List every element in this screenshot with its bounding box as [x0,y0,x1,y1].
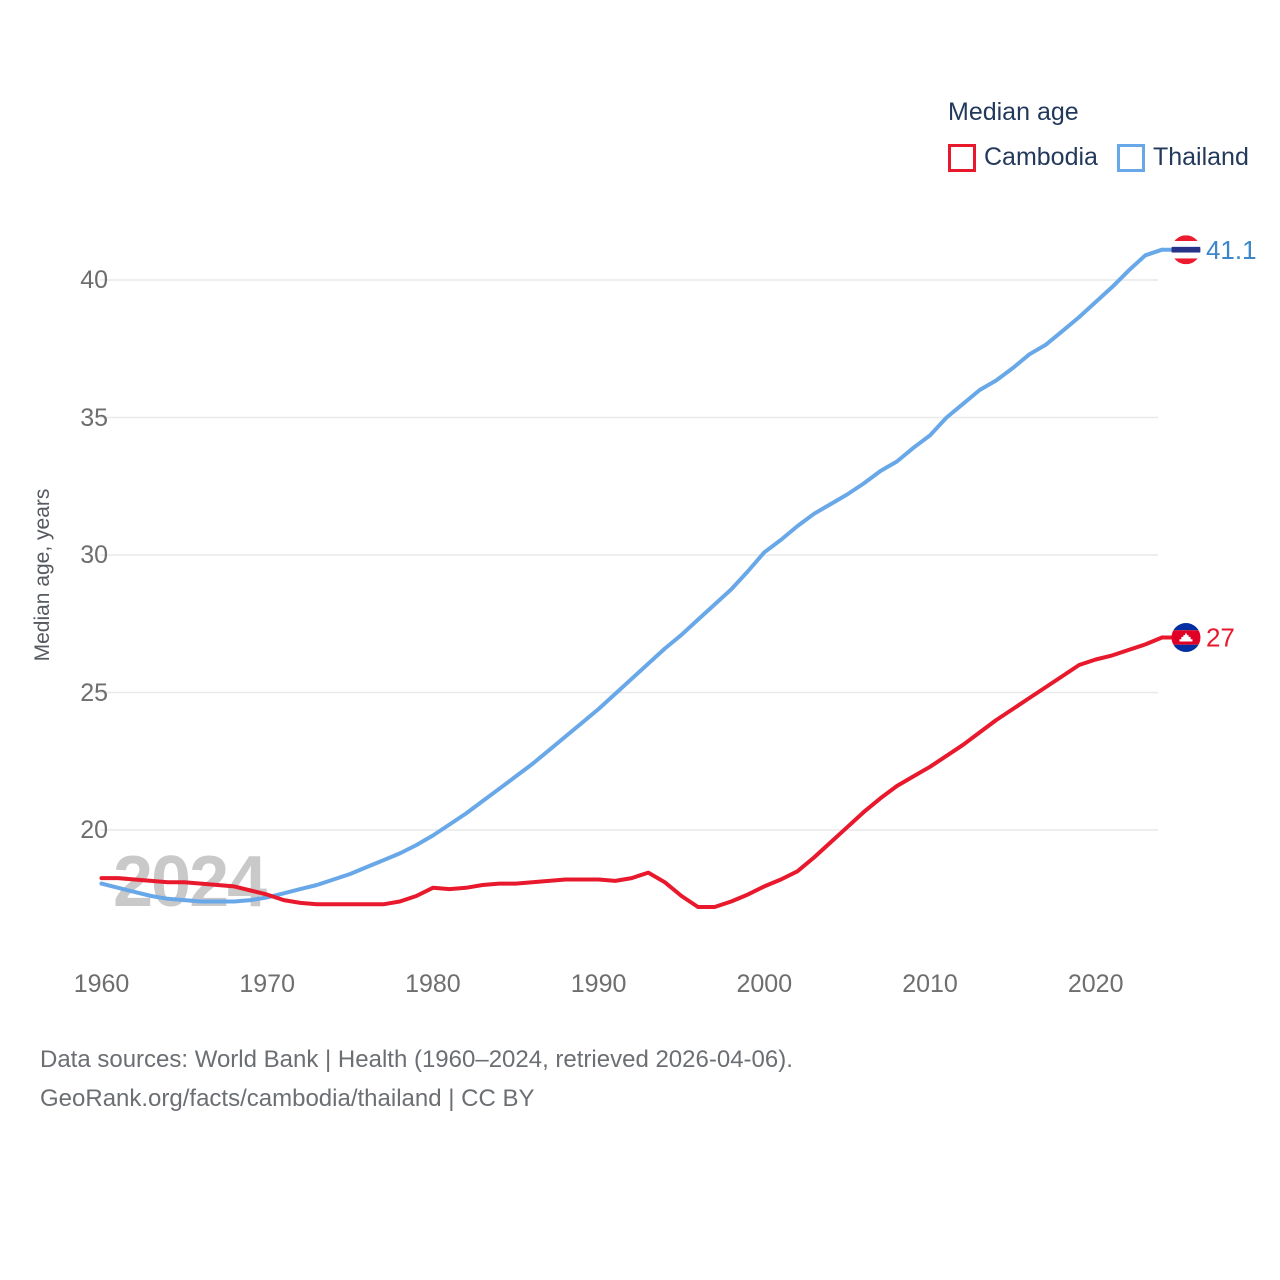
footer: Data sources: World Bank | Health (1960–… [40,1040,793,1118]
thailand-flag-icon [1171,235,1201,265]
x-tick-label: 1980 [405,970,461,998]
x-tick-label: 1990 [570,970,627,998]
cambodia-line [99,635,1164,909]
cambodia-swatch-icon [948,143,976,172]
x-tick-label: 2020 [1067,970,1124,998]
footer-url-line: GeoRank.org/facts/cambodia/thailand | CC… [40,1085,535,1112]
x-tick-label: 2010 [902,970,958,998]
y-tick-label: 25 [80,678,108,707]
legend-label-thailand: Thailand [1152,143,1249,171]
legend: Median age Cambodia Thailand [948,98,1249,172]
footer-sources-line: Data sources: World Bank | Health (1960–… [40,1046,793,1073]
thailand-end-value: 41.1 [1206,235,1257,265]
y-tick-label: 40 [80,266,108,294]
legend-items: Cambodia Thailand [948,143,1249,172]
thailand-swatch-icon [1116,143,1145,172]
thailand-line [99,247,1164,904]
cambodia-end-value: 27 [1206,623,1235,653]
legend-item-thailand[interactable]: Thailand [1116,143,1249,172]
legend-label-cambodia: Cambodia [984,143,1098,171]
legend-title: Median age [948,98,1079,126]
y-tick-label: 20 [80,816,108,844]
x-tick-label: 1960 [73,970,130,998]
x-tick-label: 2000 [736,970,793,998]
legend-item-cambodia[interactable]: Cambodia [948,143,1098,172]
y-tick-label: 30 [80,541,108,569]
y-tick-label: 35 [80,403,108,432]
x-tick-label: 1970 [239,970,295,998]
cambodia-flag-icon [1171,623,1201,652]
